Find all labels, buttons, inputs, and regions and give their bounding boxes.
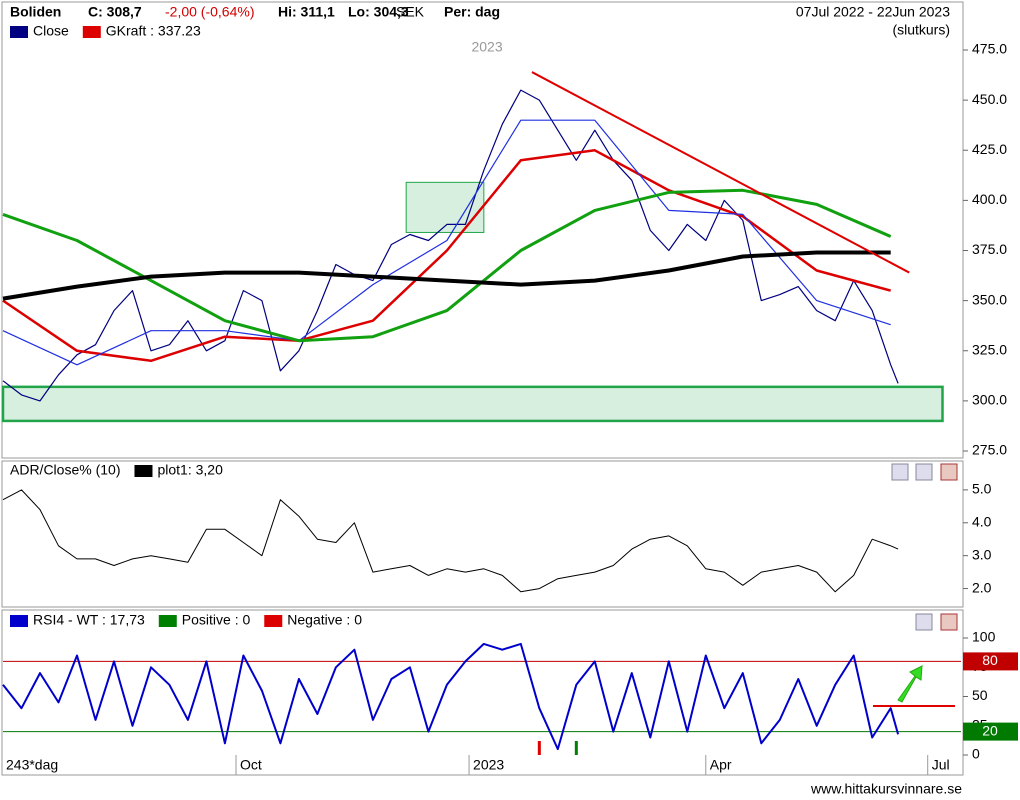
y-tick-label: 450.0 [972, 91, 1007, 107]
site: www.hittakursvinnare.se [810, 781, 962, 797]
y-tick-label: 400.0 [972, 191, 1007, 207]
y-tick-label: 375.0 [972, 241, 1007, 257]
legend-swatch [10, 26, 28, 38]
button[interactable] [891, 463, 909, 481]
y-tick-label: 275.0 [972, 442, 1007, 458]
currency: SEK [396, 4, 425, 20]
legend-label: Negative : 0 [287, 612, 362, 628]
x-tick-label: 2023 [473, 757, 504, 773]
series-line [2, 642, 900, 751]
y-tick-label: 2.0 [972, 579, 992, 595]
price-note: (slutkurs) [892, 22, 950, 38]
legend-label: Close [33, 23, 69, 39]
y-tick-label: 425.0 [972, 141, 1007, 157]
change-stat: -2,00 (-0,64%) [165, 4, 254, 20]
y-tick-label: 4.0 [972, 513, 992, 529]
arrow [897, 665, 923, 703]
legend-swatch [158, 615, 177, 627]
y-tick-label: 5.0 [972, 481, 992, 497]
close-stat: C: 308,7 [88, 4, 142, 20]
legend-label: plot1: 3,20 [157, 462, 223, 478]
button[interactable] [940, 463, 958, 481]
level-box [963, 722, 1018, 741]
y-tick-label: 50 [972, 687, 988, 703]
y-tick-label: 100 [972, 629, 996, 645]
series-line [2, 188, 892, 343]
x-tick-label: Jul [932, 757, 950, 773]
trend-line [531, 71, 910, 274]
legend-swatch [10, 615, 28, 627]
legend-swatch [82, 26, 101, 38]
series-line [2, 489, 899, 593]
legend-swatch [134, 465, 153, 477]
y-tick-label: 325.0 [972, 341, 1007, 357]
year-annotation: 2023 [471, 39, 502, 55]
level-label: 20 [982, 722, 998, 738]
adr-panel [1, 460, 964, 608]
y-tick-label: 475.0 [972, 41, 1007, 57]
bar-count: 243*dag [6, 757, 58, 773]
low-stat: Lo: 304,3 [348, 4, 409, 20]
button[interactable] [915, 613, 933, 631]
legend-swatch [264, 615, 283, 627]
date-range: 07Jul 2022 - 22Jun 2023 [796, 4, 950, 20]
support-zone [405, 181, 485, 233]
series-line [2, 149, 892, 363]
button[interactable] [915, 463, 933, 481]
price-panel [1, 1, 964, 459]
button[interactable] [940, 613, 958, 631]
panel-title: ADR/Close% (10) [10, 462, 120, 478]
legend-label: Positive : 0 [182, 612, 251, 628]
series-line [2, 119, 891, 366]
y-tick-label: 0 [972, 746, 980, 762]
x-tick-label: Oct [240, 757, 262, 773]
panel-buttons[interactable] [891, 463, 958, 631]
x-tick-label: Apr [710, 757, 732, 773]
legend-label: GKraft : 337.23 [106, 23, 201, 39]
y-tick-label: 350.0 [972, 291, 1007, 307]
legend-label: RSI4 - WT : 17,73 [33, 612, 145, 628]
rsi-panel [1, 609, 964, 776]
y-tick-label: 3.0 [972, 546, 992, 562]
symbol: Boliden [10, 4, 61, 20]
series-line [2, 250, 891, 301]
support-zone [1, 385, 944, 423]
signal-bar [537, 741, 541, 755]
signal-bar [574, 741, 578, 755]
high-stat: Hi: 311,1 [278, 4, 335, 20]
level-label: 80 [982, 652, 998, 668]
level-box [963, 652, 1018, 671]
y-tick-label: 300.0 [972, 392, 1007, 408]
period: Per: dag [444, 4, 500, 20]
